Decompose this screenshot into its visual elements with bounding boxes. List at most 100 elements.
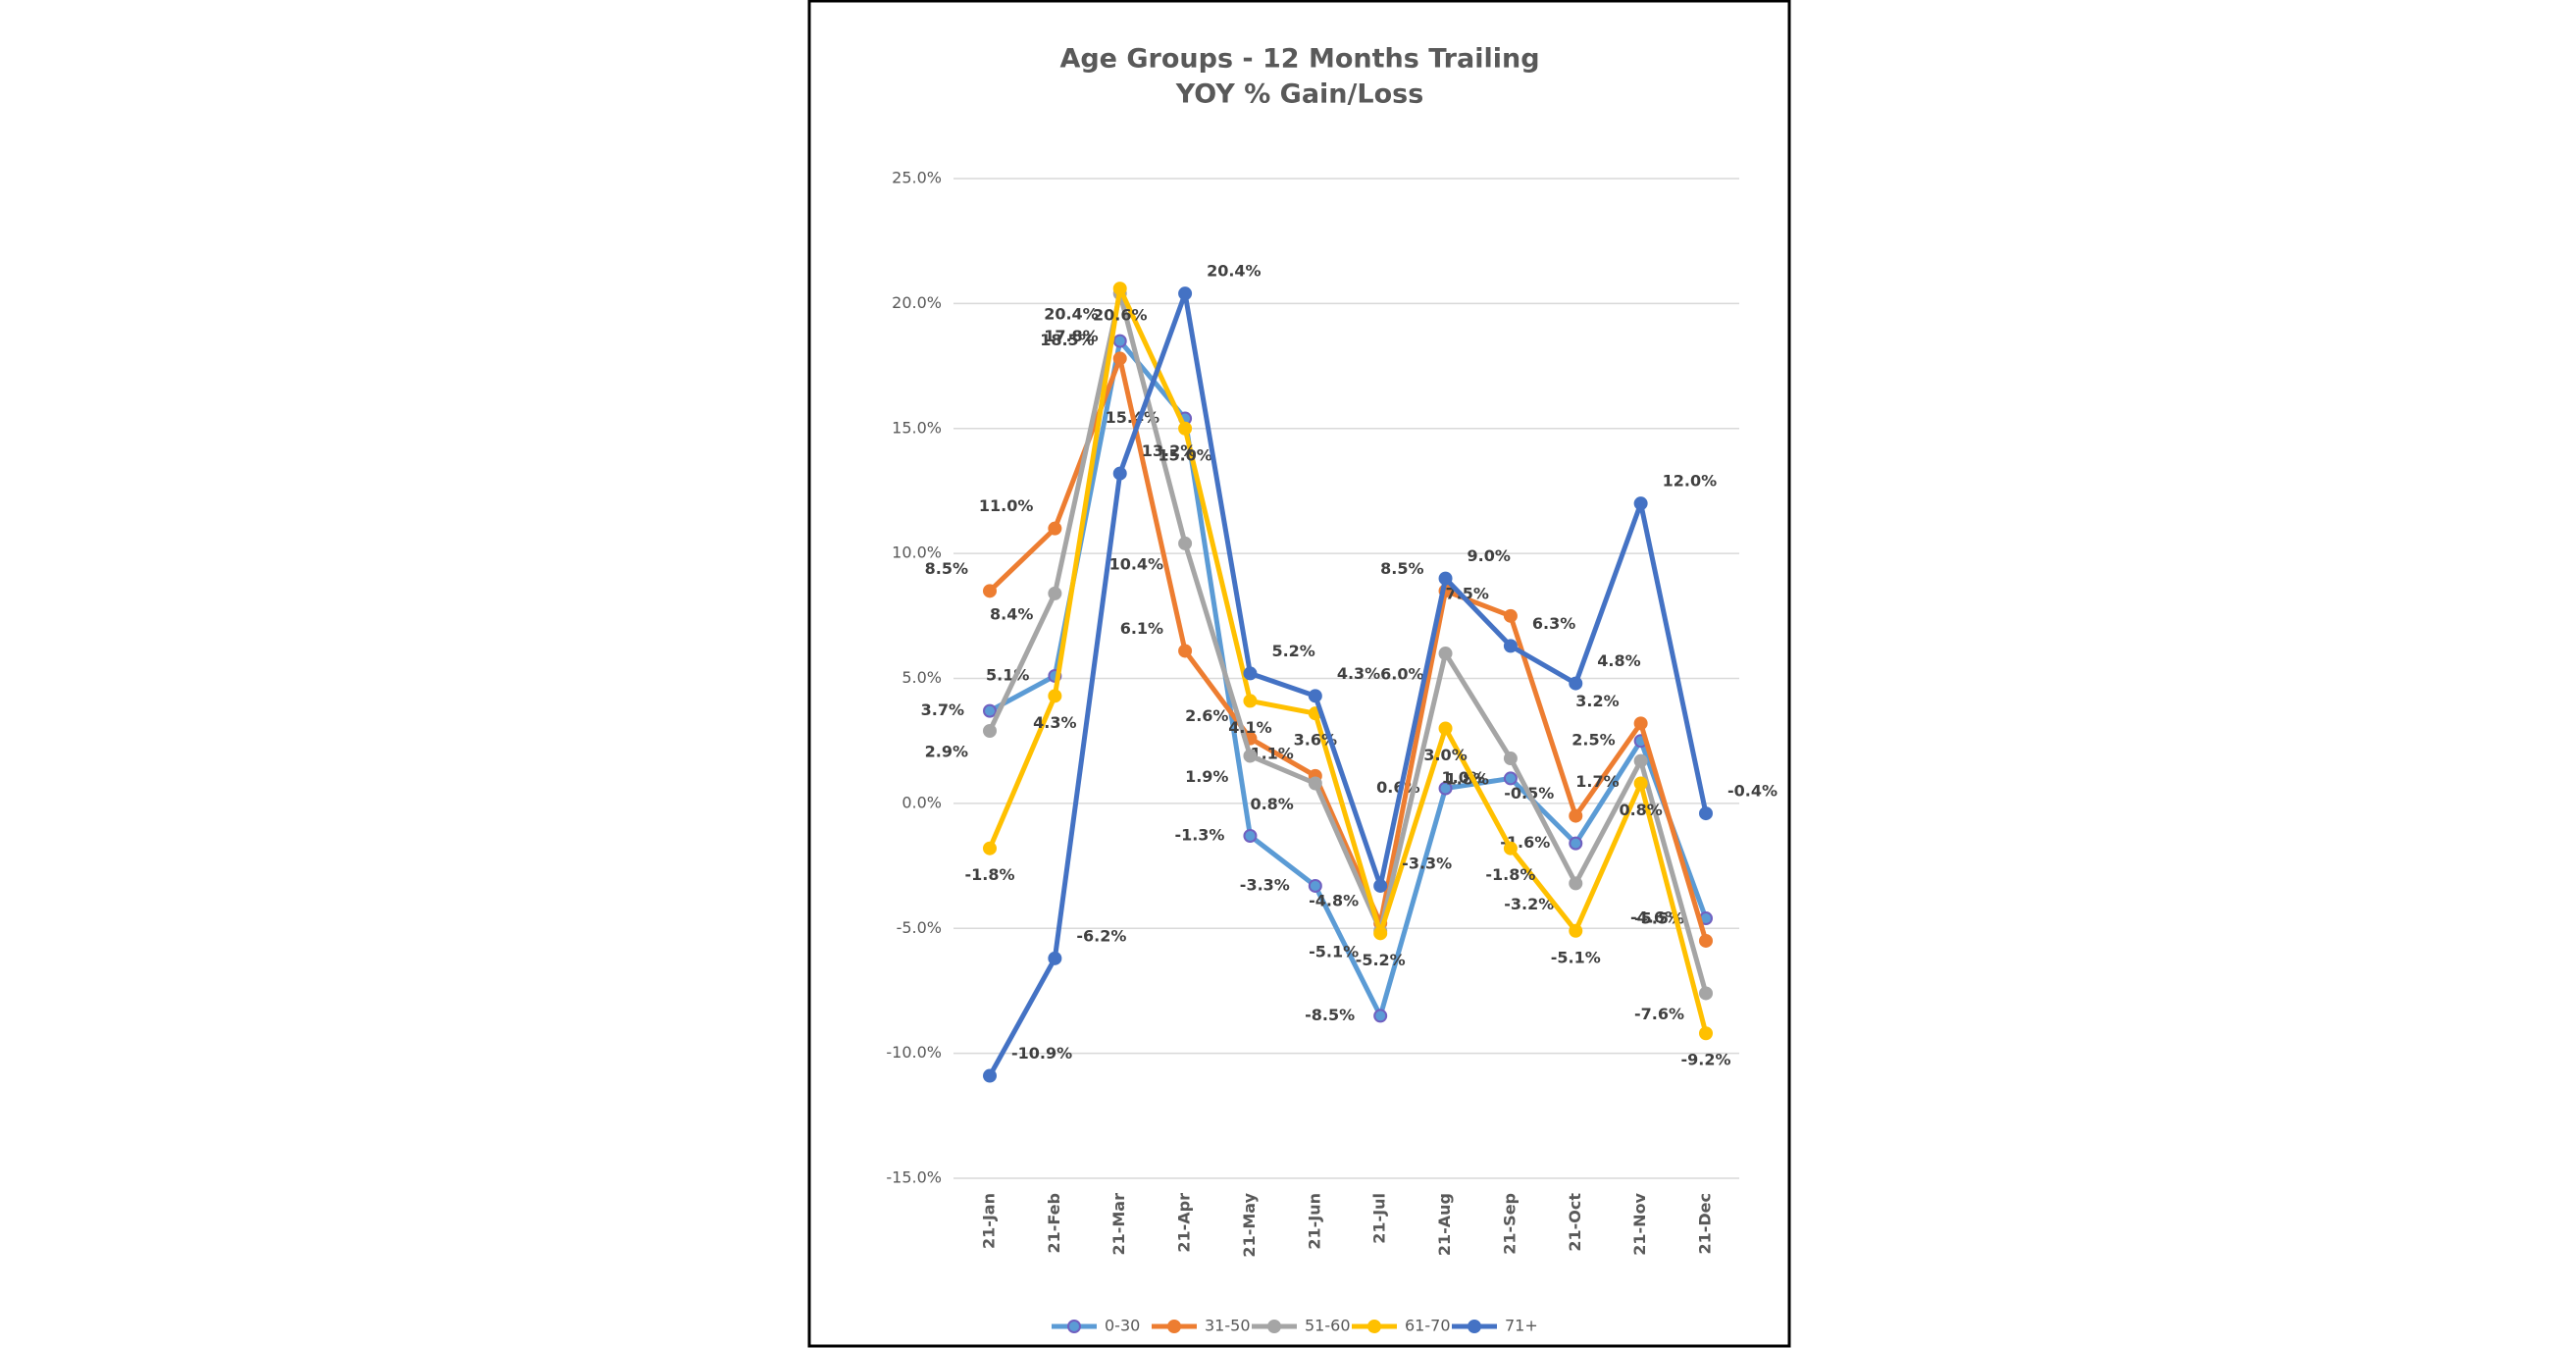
data-point bbox=[1112, 466, 1127, 481]
data-point bbox=[1503, 639, 1518, 653]
data-label: -5.2% bbox=[1356, 951, 1406, 969]
data-label: 17.8% bbox=[1044, 327, 1099, 345]
data-label: 3.6% bbox=[1294, 731, 1337, 750]
data-point bbox=[1633, 776, 1648, 791]
data-label: -1.8% bbox=[964, 865, 1014, 884]
y-tick-label: 5.0% bbox=[902, 668, 942, 687]
x-tick-label: 21-Jul bbox=[1370, 1193, 1389, 1244]
data-label: 3.2% bbox=[1575, 692, 1619, 710]
data-label: -8.5% bbox=[1305, 1006, 1355, 1024]
data-label: 6.3% bbox=[1532, 614, 1575, 633]
data-label: 8.5% bbox=[925, 559, 968, 578]
series-line bbox=[987, 290, 1709, 1077]
data-label: 4.3% bbox=[1337, 664, 1380, 683]
x-tick-label: 21-Mar bbox=[1109, 1193, 1128, 1256]
data-label: -5.5% bbox=[1634, 908, 1684, 927]
data-point bbox=[1503, 841, 1518, 855]
data-point bbox=[1308, 878, 1322, 893]
data-point bbox=[1112, 351, 1127, 366]
y-tick-label: 10.0% bbox=[892, 544, 942, 562]
data-label: 6.0% bbox=[1380, 665, 1423, 684]
data-point bbox=[983, 841, 997, 855]
y-tick-label: 20.0% bbox=[892, 293, 942, 312]
data-label: 11.0% bbox=[979, 496, 1034, 515]
data-point bbox=[1569, 676, 1583, 691]
data-point bbox=[1569, 876, 1583, 891]
data-point bbox=[1373, 1009, 1388, 1023]
data-point bbox=[1308, 776, 1322, 791]
series-line bbox=[988, 355, 1709, 942]
y-tick-label: -15.0% bbox=[886, 1168, 942, 1187]
x-tick-label: 21-Jan bbox=[980, 1193, 999, 1249]
data-point bbox=[1373, 926, 1388, 941]
data-label: 10.4% bbox=[1109, 554, 1164, 573]
x-tick-label: 21-Feb bbox=[1045, 1193, 1063, 1254]
data-point bbox=[1569, 923, 1583, 938]
data-label: -4.8% bbox=[1309, 892, 1359, 910]
x-tick-label: 21-Aug bbox=[1435, 1193, 1454, 1256]
data-label: 20.6% bbox=[1093, 306, 1148, 325]
legend-marker bbox=[1067, 1320, 1081, 1333]
data-label: 20.4% bbox=[1207, 262, 1262, 281]
chart-subtitle: YOY % Gain/Loss bbox=[1175, 79, 1424, 110]
data-point bbox=[1048, 689, 1062, 703]
data-label: 12.0% bbox=[1663, 472, 1718, 491]
legend-label: 61-70 bbox=[1405, 1317, 1451, 1335]
x-tick-label: 21-Nov bbox=[1630, 1192, 1649, 1255]
data-point bbox=[1178, 286, 1193, 301]
chart-title: Age Groups - 12 Months Trailing bbox=[1059, 44, 1539, 75]
data-label: -3.3% bbox=[1402, 854, 1452, 872]
data-label: -3.2% bbox=[1504, 895, 1554, 913]
data-label: -0.4% bbox=[1727, 782, 1777, 801]
data-label: 15.0% bbox=[1158, 445, 1212, 464]
data-point bbox=[1178, 644, 1193, 658]
data-point bbox=[1243, 749, 1258, 763]
data-label: 5.2% bbox=[1271, 642, 1314, 660]
data-label: -4.6% bbox=[1630, 908, 1680, 927]
data-label: 4.3% bbox=[1033, 713, 1076, 732]
data-label: 1.9% bbox=[1185, 767, 1228, 786]
data-point bbox=[1243, 666, 1258, 681]
data-label: 8.5% bbox=[1380, 559, 1423, 578]
data-label: 0.8% bbox=[1250, 795, 1293, 813]
data-point bbox=[983, 584, 997, 598]
data-point bbox=[1633, 496, 1648, 511]
legend-marker bbox=[1468, 1320, 1481, 1333]
data-point bbox=[1503, 771, 1518, 786]
legend-marker bbox=[1167, 1320, 1181, 1333]
legend-marker bbox=[1367, 1320, 1381, 1333]
y-tick-label: 15.0% bbox=[892, 418, 942, 437]
data-point bbox=[1048, 521, 1062, 536]
data-label: 4.1% bbox=[1228, 718, 1271, 737]
data-point bbox=[983, 1068, 997, 1083]
data-point bbox=[1569, 808, 1583, 823]
data-label: 1.7% bbox=[1575, 772, 1619, 791]
data-label: 0.8% bbox=[1619, 801, 1662, 819]
data-point bbox=[1438, 781, 1453, 796]
series-line bbox=[988, 338, 1709, 1018]
data-label: 8.4% bbox=[990, 604, 1033, 623]
data-point bbox=[1112, 334, 1127, 348]
y-tick-label: 25.0% bbox=[892, 169, 942, 187]
data-point bbox=[1178, 536, 1193, 550]
data-label: 5.1% bbox=[986, 665, 1029, 684]
data-label: -3.3% bbox=[1240, 875, 1290, 894]
y-tick-label: 0.0% bbox=[902, 793, 942, 811]
legend-label: 71+ bbox=[1505, 1317, 1538, 1335]
data-point bbox=[1699, 933, 1713, 948]
data-point bbox=[983, 723, 997, 738]
data-point bbox=[1569, 836, 1583, 851]
data-label: 4.8% bbox=[1597, 651, 1640, 670]
y-tick-label: -10.0% bbox=[886, 1043, 942, 1062]
data-point bbox=[1178, 421, 1193, 436]
data-point bbox=[1438, 721, 1453, 736]
x-tick-label: 21-Sep bbox=[1500, 1193, 1519, 1255]
data-label: 2.6% bbox=[1185, 706, 1228, 725]
data-point bbox=[1308, 689, 1322, 703]
data-label: -1.8% bbox=[1485, 865, 1535, 884]
data-point bbox=[1112, 282, 1127, 296]
data-point bbox=[1048, 951, 1062, 965]
data-label: 3.7% bbox=[921, 700, 964, 719]
data-label: 3.0% bbox=[1423, 746, 1467, 764]
